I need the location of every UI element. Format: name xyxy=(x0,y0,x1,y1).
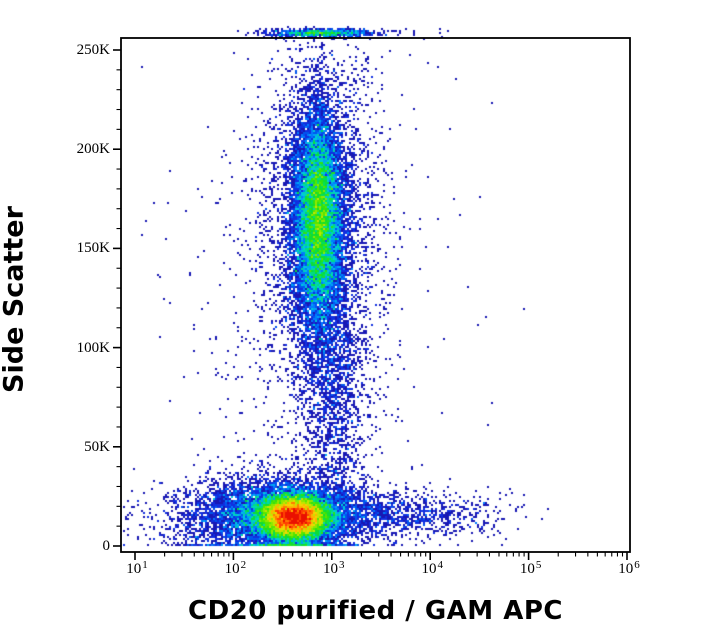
x-axis-title: CD20 purified / GAM APC xyxy=(188,596,563,626)
x-tick-label: 102 xyxy=(224,559,247,577)
y-axis-title: Side Scatter xyxy=(0,206,30,393)
y-tick-label: 250K xyxy=(76,42,110,58)
x-tick-label: 103 xyxy=(323,559,345,577)
x-tick-label: 104 xyxy=(421,559,443,577)
x-tick-label: 106 xyxy=(618,559,640,577)
y-tick-label: 50K xyxy=(84,438,110,455)
y-tick-label: 100K xyxy=(76,339,110,356)
x-tick-label: 105 xyxy=(519,559,542,577)
y-tick-label: 0 xyxy=(102,538,111,554)
x-tick-label: 101 xyxy=(126,559,148,577)
y-tick-label: 200K xyxy=(76,141,110,158)
y-tick-label: 150K xyxy=(76,240,110,257)
